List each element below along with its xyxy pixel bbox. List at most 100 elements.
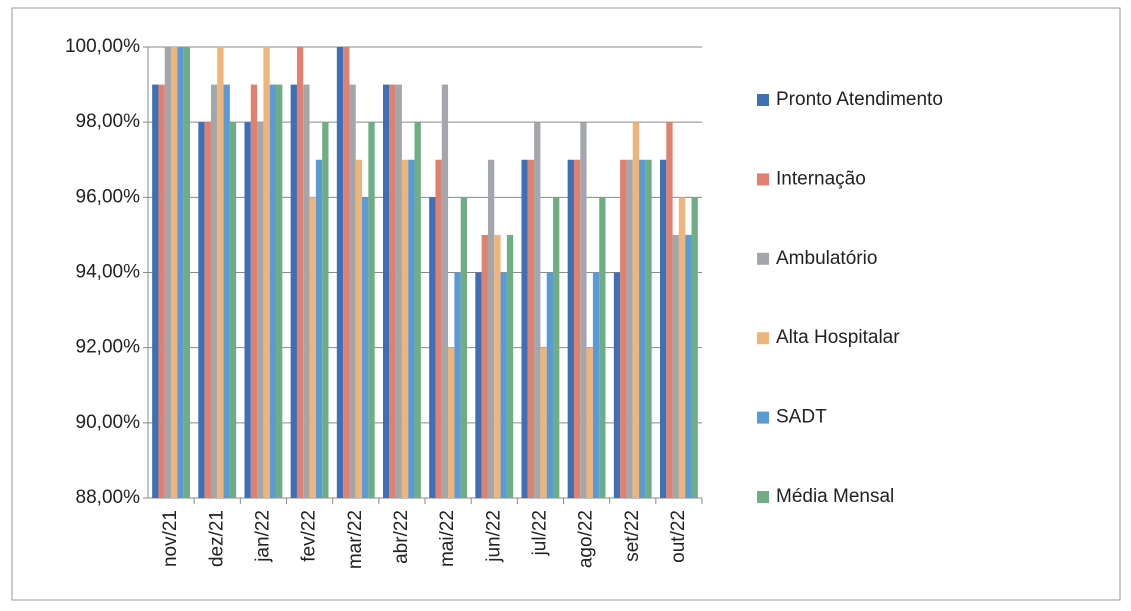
bar	[613, 272, 621, 498]
bar	[546, 272, 554, 498]
bar	[553, 197, 560, 499]
bar	[401, 159, 409, 498]
bar	[441, 84, 449, 498]
bar	[632, 122, 640, 499]
bar	[250, 84, 258, 498]
bar	[349, 84, 356, 498]
bar	[315, 159, 323, 498]
legend-label: SADT	[776, 407, 827, 428]
x-tick-label: out/22	[668, 510, 689, 563]
chart-border	[11, 7, 1121, 601]
bar	[210, 84, 218, 498]
bar	[152, 84, 159, 498]
bar	[158, 84, 165, 498]
bar	[223, 84, 230, 498]
bar	[620, 159, 627, 498]
bar	[343, 47, 350, 498]
legend-label: Alta Hospitalar	[776, 327, 900, 348]
bar	[414, 122, 421, 499]
bar	[567, 159, 574, 498]
bar	[481, 234, 488, 498]
bar	[296, 47, 304, 498]
bar	[303, 84, 310, 498]
bar	[666, 122, 673, 499]
bar	[244, 122, 251, 499]
bar	[336, 47, 344, 498]
bar	[429, 197, 436, 499]
legend-label: Média Mensal	[776, 486, 894, 507]
x-tick-label: nov/21	[160, 510, 181, 567]
bar	[177, 47, 184, 498]
bar	[475, 272, 482, 498]
bar	[599, 197, 606, 499]
bar	[263, 47, 270, 498]
bar	[494, 234, 501, 498]
x-tick-label: jul/22	[529, 510, 550, 556]
legend-label: Pronto Atendimento	[776, 89, 943, 110]
bar	[435, 159, 442, 498]
x-tick-label: jun/22	[483, 510, 504, 563]
bar	[229, 122, 237, 499]
legend-swatch	[757, 411, 769, 424]
x-tick-label: abr/22	[391, 510, 412, 564]
bar	[171, 47, 178, 498]
bar	[362, 197, 369, 499]
bar	[460, 197, 468, 499]
bar	[580, 122, 587, 499]
bar	[257, 122, 264, 499]
bar	[395, 84, 402, 498]
bar	[368, 122, 375, 499]
bar	[448, 347, 455, 498]
bar	[309, 197, 316, 499]
x-tick-label: mar/22	[345, 510, 366, 569]
bar	[382, 84, 390, 498]
bar	[290, 84, 297, 498]
bar	[672, 234, 679, 498]
legend-label: Ambulatório	[776, 248, 877, 269]
bar	[487, 159, 495, 498]
bar	[322, 122, 329, 499]
bar	[645, 159, 652, 498]
bar	[678, 197, 686, 499]
bar	[685, 234, 692, 498]
x-tick-label: jan/22	[252, 510, 273, 563]
y-tick-label: 98,00%	[76, 111, 141, 132]
x-tick-label: mai/22	[437, 510, 458, 567]
y-tick-label: 100,00%	[65, 36, 140, 57]
bar	[659, 159, 667, 498]
bar	[534, 122, 541, 499]
legend-swatch	[757, 252, 769, 265]
x-tick-label: dez/21	[206, 510, 227, 567]
y-tick-label: 94,00%	[76, 262, 141, 283]
legend-swatch	[757, 332, 769, 345]
bar	[183, 47, 191, 498]
legend-swatch	[757, 94, 769, 106]
bar	[276, 84, 283, 498]
legend-swatch	[757, 491, 769, 503]
bar	[500, 272, 507, 498]
y-tick-label: 88,00%	[76, 487, 141, 508]
bar	[408, 159, 415, 498]
bar	[639, 159, 646, 498]
bar	[198, 122, 205, 499]
bar	[506, 234, 514, 498]
bar	[527, 159, 535, 498]
bar	[454, 272, 461, 498]
bar	[217, 47, 224, 498]
x-tick-label: ago/22	[576, 510, 597, 568]
x-tick-label: set/22	[622, 510, 643, 562]
bar	[586, 347, 593, 498]
bar	[540, 347, 547, 498]
bar	[521, 159, 528, 498]
y-tick-label: 92,00%	[76, 337, 141, 358]
y-tick-label: 90,00%	[76, 412, 141, 433]
bar	[592, 272, 600, 498]
bar	[355, 159, 363, 498]
legend-swatch	[757, 173, 769, 186]
legend-label: Internação	[776, 168, 866, 189]
bar	[626, 159, 633, 498]
x-tick-label: fev/22	[299, 510, 320, 562]
bar	[691, 197, 698, 499]
